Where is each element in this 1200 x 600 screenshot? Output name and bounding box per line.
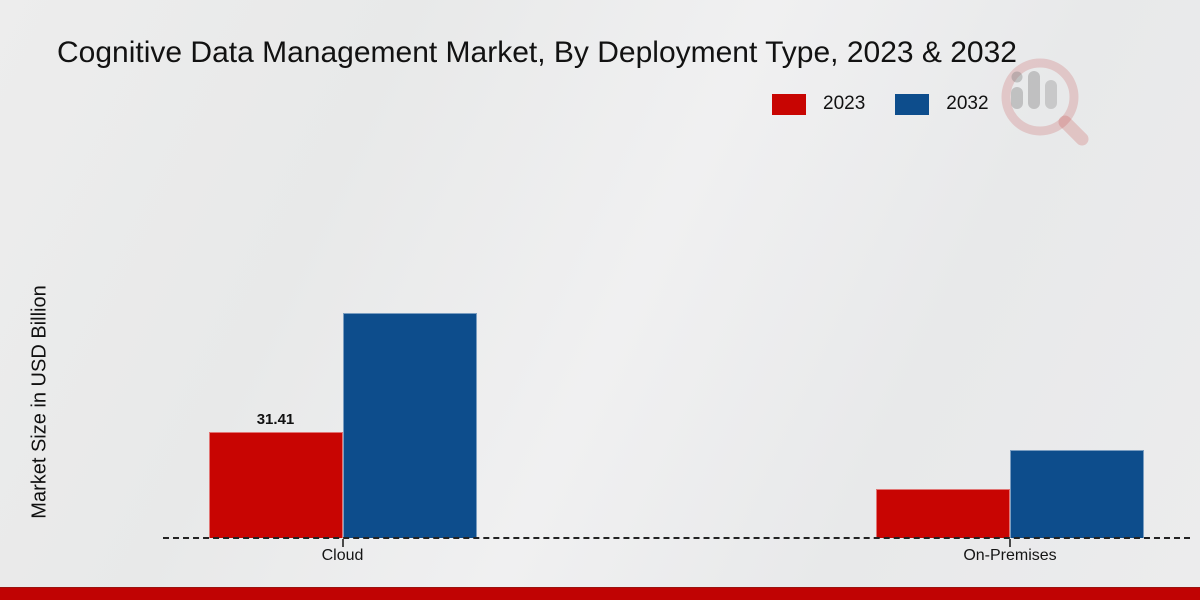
x-axis-baseline xyxy=(163,537,1190,539)
bar-cloud-2023 xyxy=(208,432,343,538)
x-tick-on-premises xyxy=(1009,539,1011,547)
legend-swatch-2032 xyxy=(895,93,930,115)
legend-swatch-2023 xyxy=(772,93,806,115)
legend-item-2023: 2023 xyxy=(772,93,865,115)
x-tick-label-on-premises: On-Premises xyxy=(963,547,1057,564)
bar-cloud-2032 xyxy=(342,312,477,538)
magnifier-bar-chart-logo-watermark xyxy=(1001,58,1089,146)
footer-accent-bar xyxy=(0,587,1200,600)
legend-item-2032: 2032 xyxy=(895,93,989,115)
x-tick-cloud xyxy=(341,539,344,547)
x-tick-label-cloud: Cloud xyxy=(321,547,364,564)
chart-title: Cognitive Data Management Market, By Dep… xyxy=(57,36,1017,69)
legend-label-2023: 2023 xyxy=(823,93,866,114)
bar-on-premises-2032 xyxy=(1010,449,1144,538)
legend: 2023 2032 xyxy=(772,93,989,115)
bar-on-premises-2023 xyxy=(876,489,1010,538)
legend-label-2032: 2032 xyxy=(946,93,989,114)
bar-value-label-cloud-2023: 31.41 xyxy=(256,411,295,428)
